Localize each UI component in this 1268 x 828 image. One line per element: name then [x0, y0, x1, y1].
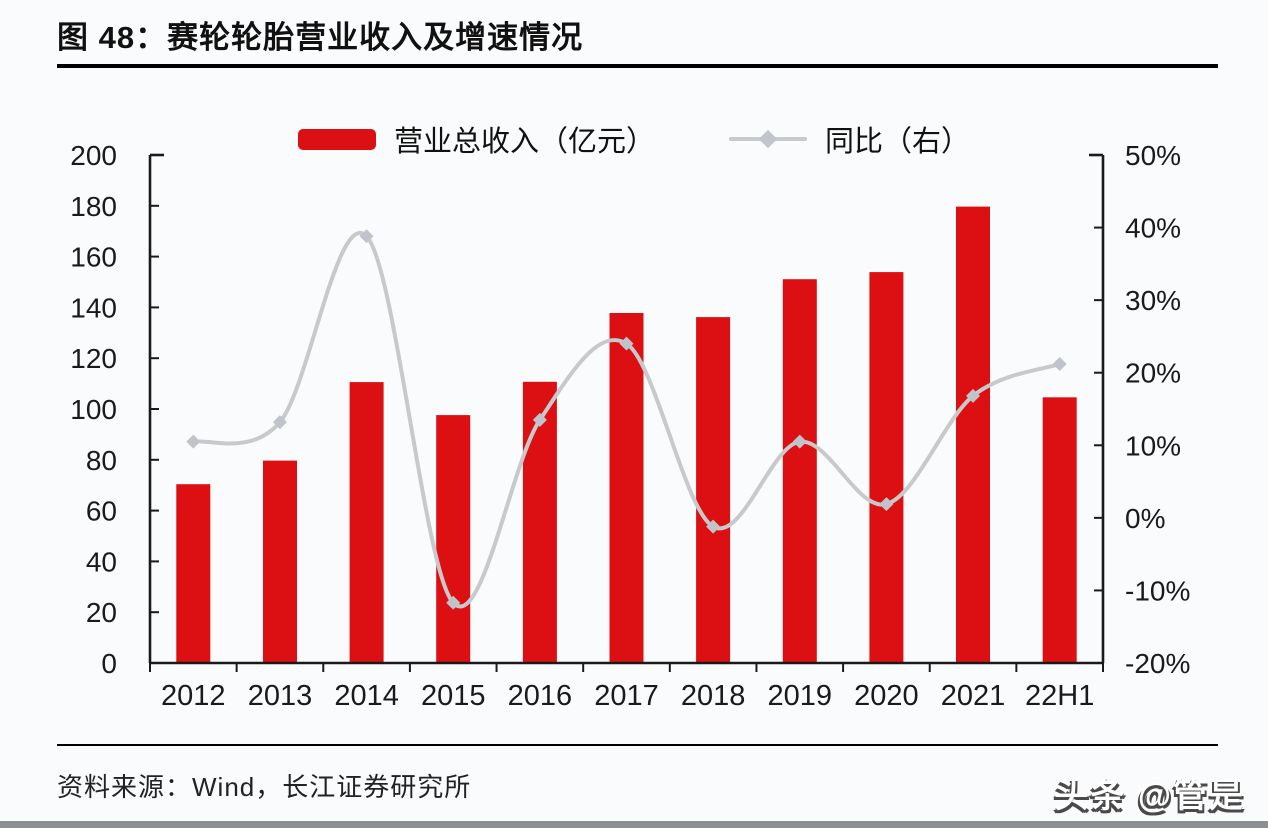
bar-2019	[782, 279, 817, 663]
x-axis-label: 2021	[941, 680, 1006, 712]
right-axis-label: 40%	[1125, 213, 1181, 244]
right-axis-label: 50%	[1125, 140, 1181, 171]
legend-item-revenue: 营业总收入（亿元）	[297, 118, 655, 160]
bar-2016	[522, 381, 557, 663]
left-axis-label: 20	[86, 597, 117, 628]
x-axis-label: 2012	[161, 680, 226, 712]
marker-2016	[532, 412, 547, 427]
x-axis-label: 2014	[334, 680, 399, 712]
bar-22H1	[1042, 397, 1077, 663]
bar-2014	[349, 382, 384, 663]
x-axis-label: 2017	[594, 680, 659, 712]
right-axis-label: 20%	[1125, 358, 1181, 389]
right-axis-label: -10%	[1125, 575, 1190, 606]
bar-2018	[696, 317, 731, 663]
marker-2019	[792, 434, 807, 449]
bar-2021	[956, 206, 990, 663]
x-axis-label: 2020	[854, 680, 919, 712]
marker-2021	[966, 388, 981, 403]
legend-item-yoy: 同比（右）	[729, 118, 970, 160]
left-axis-label: 180	[70, 191, 117, 222]
left-axis-label: 80	[86, 445, 117, 476]
right-axis-label: 30%	[1125, 285, 1181, 316]
right-axis-label: 10%	[1125, 430, 1181, 461]
left-axis-label: 0	[101, 648, 117, 679]
right-axis-label: 0%	[1125, 503, 1165, 534]
marker-2020	[879, 497, 894, 512]
marker-22H1	[1052, 357, 1067, 372]
x-axis-label: 2015	[421, 680, 486, 712]
bar-2013	[263, 460, 297, 663]
revenue-bar-swatch	[297, 128, 376, 150]
x-axis-label: 2016	[508, 680, 573, 712]
bar-2017	[609, 313, 644, 663]
x-axis-label: 2013	[248, 680, 313, 712]
title-divider	[57, 64, 1218, 68]
bar-2015	[436, 415, 471, 663]
x-axis-label: 22H1	[1025, 680, 1094, 712]
marker-2012	[186, 434, 201, 449]
bar-2020	[869, 272, 904, 663]
watermark: 头条 @管是	[1054, 777, 1245, 815]
left-axis-label: 160	[70, 242, 117, 273]
yoy-line-swatch	[729, 129, 807, 149]
legend-revenue-label: 营业总收入（亿元）	[393, 126, 655, 158]
bottom-edge-strip	[0, 821, 1268, 828]
left-axis-label: 120	[70, 343, 117, 374]
page-title: 图 48：赛轮轮胎营业收入及增速情况	[57, 20, 584, 55]
right-axis-label: -20%	[1125, 648, 1190, 679]
x-axis-label: 2018	[681, 680, 746, 712]
legend-yoy-label: 同比（右）	[825, 126, 971, 158]
left-axis-label: 60	[86, 496, 117, 527]
marker-2017	[619, 336, 634, 351]
left-axis-label: 140	[70, 292, 117, 323]
legend: 营业总收入（亿元） 同比（右）	[0, 118, 1268, 160]
footer-divider	[57, 744, 1218, 746]
marker-2013	[272, 415, 287, 430]
source-note: 资料来源：Wind，长江证券研究所	[57, 772, 472, 802]
left-axis-label: 40	[86, 546, 117, 577]
marker-2018	[706, 519, 721, 534]
marker-2014	[359, 229, 374, 244]
left-axis-label: 200	[70, 140, 117, 171]
x-axis-label: 2019	[768, 680, 833, 712]
bar-2012	[176, 484, 211, 663]
left-axis-label: 100	[70, 394, 117, 425]
marker-2015	[446, 595, 461, 610]
